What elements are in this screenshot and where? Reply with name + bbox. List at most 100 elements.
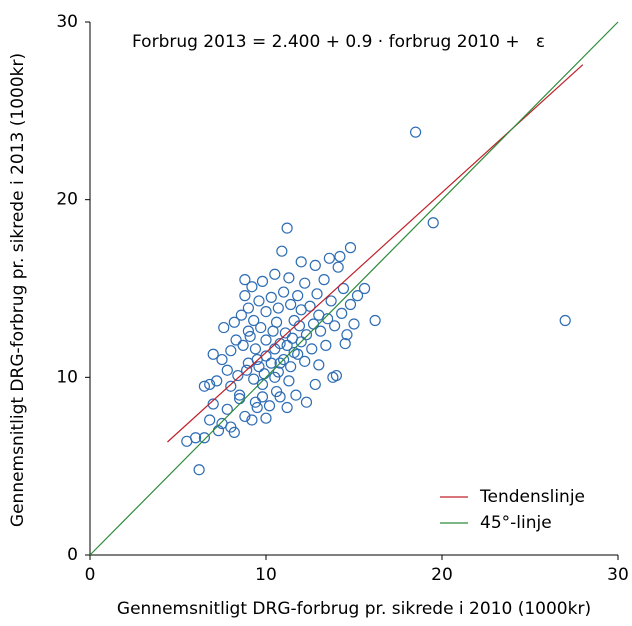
- scatter-point: [283, 375, 295, 387]
- scatter-point: [221, 403, 233, 415]
- scatter-point: [270, 316, 283, 328]
- scatter-point: [239, 290, 251, 302]
- scatter-point: [320, 339, 332, 351]
- scatter-point: [204, 414, 216, 426]
- legend-label: 45°-linje: [480, 513, 552, 533]
- scatter-point: [263, 400, 276, 412]
- scatter-point: [260, 305, 272, 318]
- scatter-point: [265, 357, 277, 369]
- scatter-point: [306, 343, 318, 355]
- scatter-point: [198, 432, 210, 444]
- scatter-point: [334, 250, 346, 263]
- scatter-point: [253, 295, 265, 307]
- scatter-point: [311, 288, 323, 300]
- scatter-point: [348, 318, 360, 330]
- scatter-point: [239, 274, 251, 286]
- scatter-point: [256, 391, 269, 403]
- scatter-point: [244, 330, 256, 343]
- scatter-point: [237, 339, 249, 351]
- scatter-point: [281, 222, 293, 234]
- scatter-point: [288, 314, 300, 327]
- scatter-point: [323, 252, 335, 264]
- x-tick-label: 20: [431, 565, 453, 585]
- y-tick-label: 0: [67, 545, 78, 565]
- scatter-point: [290, 389, 302, 401]
- scatter-point: [299, 355, 311, 367]
- scatter-point: [248, 373, 260, 385]
- scatter-point: [337, 282, 350, 295]
- scatter-point: [299, 277, 311, 289]
- scatter-point: [225, 345, 237, 357]
- scatter-point: [339, 337, 351, 350]
- scatter-point: [221, 364, 233, 376]
- scatter-point: [309, 259, 321, 272]
- scatter-point: [246, 414, 258, 426]
- scatter-point: [276, 245, 288, 257]
- scatter-point: [285, 361, 297, 373]
- scatter-point: [313, 359, 325, 371]
- scatter-point: [228, 316, 240, 328]
- scatter-point: [239, 410, 251, 423]
- scatter-point: [246, 281, 258, 293]
- scatter-point: [369, 314, 381, 327]
- scatter-point: [278, 286, 290, 298]
- scatter-point: [216, 353, 228, 366]
- y-axis-title: Gennemsnitligt DRG-forbrug pr. sikrede i…: [8, 53, 28, 527]
- scatter-point: [295, 304, 307, 316]
- scatter-point: [211, 375, 223, 387]
- scatter-point: [336, 307, 348, 319]
- scatter-point: [295, 336, 307, 348]
- scatter-point: [410, 126, 422, 138]
- scatter-point: [351, 290, 364, 302]
- annotation: Forbrug 2013 = 2.400 + 0.9 · forbrug 201…: [132, 32, 545, 52]
- scatter-point: [329, 320, 341, 332]
- scatter-point: [260, 334, 272, 346]
- scatter-point: [327, 371, 339, 383]
- scatter-point: [256, 378, 269, 391]
- x-tick-label: 0: [85, 565, 96, 585]
- scatter-point: [207, 398, 219, 410]
- scatter-point: [256, 275, 269, 287]
- scatter-point: [285, 298, 297, 311]
- y-tick-label: 20: [56, 190, 78, 210]
- scatter-point: [272, 302, 284, 314]
- scatter-point: [292, 290, 304, 302]
- scatter-point: [288, 346, 300, 359]
- scatter-point: [313, 309, 325, 321]
- scatter-point: [218, 321, 230, 334]
- scatter-point: [309, 378, 321, 391]
- trend-line: [89, 21, 619, 556]
- scatter-point: [232, 369, 244, 382]
- scatter-point: [242, 357, 254, 369]
- scatter-point: [198, 380, 210, 392]
- scatter-point: [265, 291, 277, 303]
- scatter-point: [207, 348, 219, 360]
- scatter-point: [341, 329, 353, 341]
- scatter-point: [234, 389, 246, 401]
- scatter-point: [318, 274, 330, 286]
- scatter-point: [225, 380, 237, 392]
- scatter-point: [332, 261, 344, 273]
- scatter-point: [344, 298, 357, 311]
- scatter-point: [281, 401, 293, 414]
- scatter-point: [274, 391, 286, 403]
- scatter-point: [253, 361, 265, 373]
- y-tick-label: 30: [56, 12, 78, 32]
- scatter-point: [204, 378, 216, 391]
- scatter-point: [258, 368, 270, 380]
- scatter-point: [248, 314, 260, 327]
- scatter-point: [358, 282, 371, 295]
- scatter-point: [235, 309, 247, 321]
- scatter-point: [427, 217, 439, 229]
- scatter-point: [249, 343, 262, 355]
- y-tick-label: 10: [56, 367, 78, 387]
- scatter-point: [255, 321, 267, 334]
- scatter-point: [314, 325, 327, 337]
- scatter-point: [242, 325, 254, 337]
- scatter-point: [260, 412, 272, 424]
- x-tick-label: 10: [255, 565, 277, 585]
- scatter-point: [344, 242, 357, 254]
- scatter-point: [279, 327, 291, 339]
- scatter-point: [295, 256, 307, 268]
